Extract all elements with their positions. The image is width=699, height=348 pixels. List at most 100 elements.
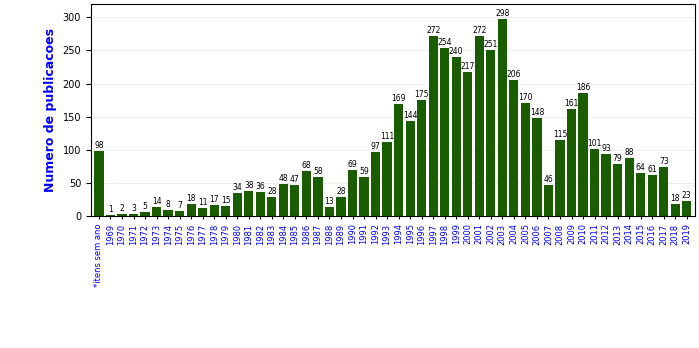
Text: 98: 98 bbox=[94, 141, 103, 150]
Text: 111: 111 bbox=[380, 132, 394, 141]
Bar bbox=[106, 215, 115, 216]
Text: 161: 161 bbox=[564, 99, 579, 108]
Text: 148: 148 bbox=[530, 108, 544, 117]
Bar bbox=[233, 193, 242, 216]
Text: 97: 97 bbox=[370, 142, 380, 151]
Text: 46: 46 bbox=[544, 175, 554, 184]
Text: 23: 23 bbox=[682, 191, 691, 199]
Bar bbox=[256, 192, 265, 216]
Text: 18: 18 bbox=[670, 194, 680, 203]
Bar bbox=[647, 175, 657, 216]
Bar bbox=[279, 184, 288, 216]
Text: 8: 8 bbox=[166, 200, 171, 209]
Text: 88: 88 bbox=[624, 148, 634, 157]
Text: 254: 254 bbox=[438, 38, 452, 47]
Text: 68: 68 bbox=[301, 161, 311, 170]
Text: 36: 36 bbox=[255, 182, 265, 191]
Bar bbox=[359, 177, 368, 216]
Text: 59: 59 bbox=[359, 167, 369, 176]
Text: 251: 251 bbox=[484, 40, 498, 49]
Bar bbox=[544, 185, 553, 216]
Text: 17: 17 bbox=[210, 195, 219, 204]
Y-axis label: Numero de publicacoes: Numero de publicacoes bbox=[44, 28, 57, 192]
Text: 170: 170 bbox=[518, 93, 533, 102]
Bar bbox=[533, 118, 542, 216]
Text: 206: 206 bbox=[507, 70, 521, 79]
Bar bbox=[187, 204, 196, 216]
Bar bbox=[394, 104, 403, 216]
Bar bbox=[682, 200, 691, 216]
Bar bbox=[94, 151, 103, 216]
Text: 73: 73 bbox=[659, 158, 668, 166]
Text: 34: 34 bbox=[232, 183, 242, 192]
Bar bbox=[129, 214, 138, 216]
Text: 186: 186 bbox=[576, 83, 590, 92]
Text: 28: 28 bbox=[267, 187, 277, 196]
Text: 175: 175 bbox=[415, 90, 429, 99]
Text: 69: 69 bbox=[347, 160, 357, 169]
Bar bbox=[636, 173, 645, 216]
Text: 115: 115 bbox=[553, 130, 567, 139]
Text: 5: 5 bbox=[143, 203, 147, 212]
Bar bbox=[452, 57, 461, 216]
Bar bbox=[463, 72, 473, 216]
Bar bbox=[405, 120, 415, 216]
Bar bbox=[221, 206, 231, 216]
Text: 217: 217 bbox=[461, 62, 475, 71]
Bar bbox=[210, 205, 219, 216]
Text: 101: 101 bbox=[587, 139, 602, 148]
Bar bbox=[336, 197, 345, 216]
Bar bbox=[428, 36, 438, 216]
Text: 169: 169 bbox=[391, 94, 406, 103]
Text: 2: 2 bbox=[120, 204, 124, 213]
Bar bbox=[510, 80, 519, 216]
Bar bbox=[613, 164, 622, 216]
Text: 18: 18 bbox=[187, 194, 196, 203]
Bar bbox=[198, 208, 208, 216]
Bar bbox=[382, 142, 391, 216]
Bar bbox=[440, 48, 449, 216]
Text: 28: 28 bbox=[336, 187, 346, 196]
Text: 11: 11 bbox=[198, 198, 208, 207]
Text: 298: 298 bbox=[495, 9, 510, 18]
Text: 64: 64 bbox=[636, 164, 646, 173]
Bar bbox=[487, 50, 496, 216]
Text: 79: 79 bbox=[613, 153, 623, 163]
Bar bbox=[670, 204, 680, 216]
Bar bbox=[244, 191, 253, 216]
Bar bbox=[601, 154, 611, 216]
Bar bbox=[567, 109, 576, 216]
Text: 14: 14 bbox=[152, 197, 161, 206]
Bar bbox=[117, 214, 127, 216]
Bar bbox=[140, 212, 150, 216]
Bar bbox=[302, 171, 311, 216]
Bar bbox=[313, 177, 322, 216]
Bar bbox=[371, 152, 380, 216]
Bar bbox=[267, 197, 276, 216]
Text: 58: 58 bbox=[313, 167, 323, 176]
Bar bbox=[475, 36, 484, 216]
Text: 61: 61 bbox=[647, 165, 657, 174]
Bar bbox=[590, 149, 599, 216]
Bar bbox=[152, 206, 161, 216]
Bar bbox=[175, 211, 185, 216]
Bar bbox=[325, 207, 334, 216]
Bar bbox=[556, 140, 565, 216]
Bar bbox=[498, 19, 507, 216]
Text: 3: 3 bbox=[131, 204, 136, 213]
Bar bbox=[659, 167, 668, 216]
Text: 47: 47 bbox=[290, 175, 300, 184]
Bar bbox=[290, 185, 299, 216]
Text: 1: 1 bbox=[108, 205, 113, 214]
Text: 240: 240 bbox=[449, 47, 463, 56]
Bar bbox=[624, 158, 634, 216]
Bar bbox=[578, 93, 588, 216]
Text: 272: 272 bbox=[426, 26, 440, 35]
Bar bbox=[348, 170, 357, 216]
Text: 48: 48 bbox=[278, 174, 288, 183]
Text: 144: 144 bbox=[403, 111, 417, 120]
Bar bbox=[164, 211, 173, 216]
Text: 15: 15 bbox=[221, 196, 231, 205]
Bar bbox=[417, 100, 426, 216]
Text: 38: 38 bbox=[244, 181, 254, 190]
